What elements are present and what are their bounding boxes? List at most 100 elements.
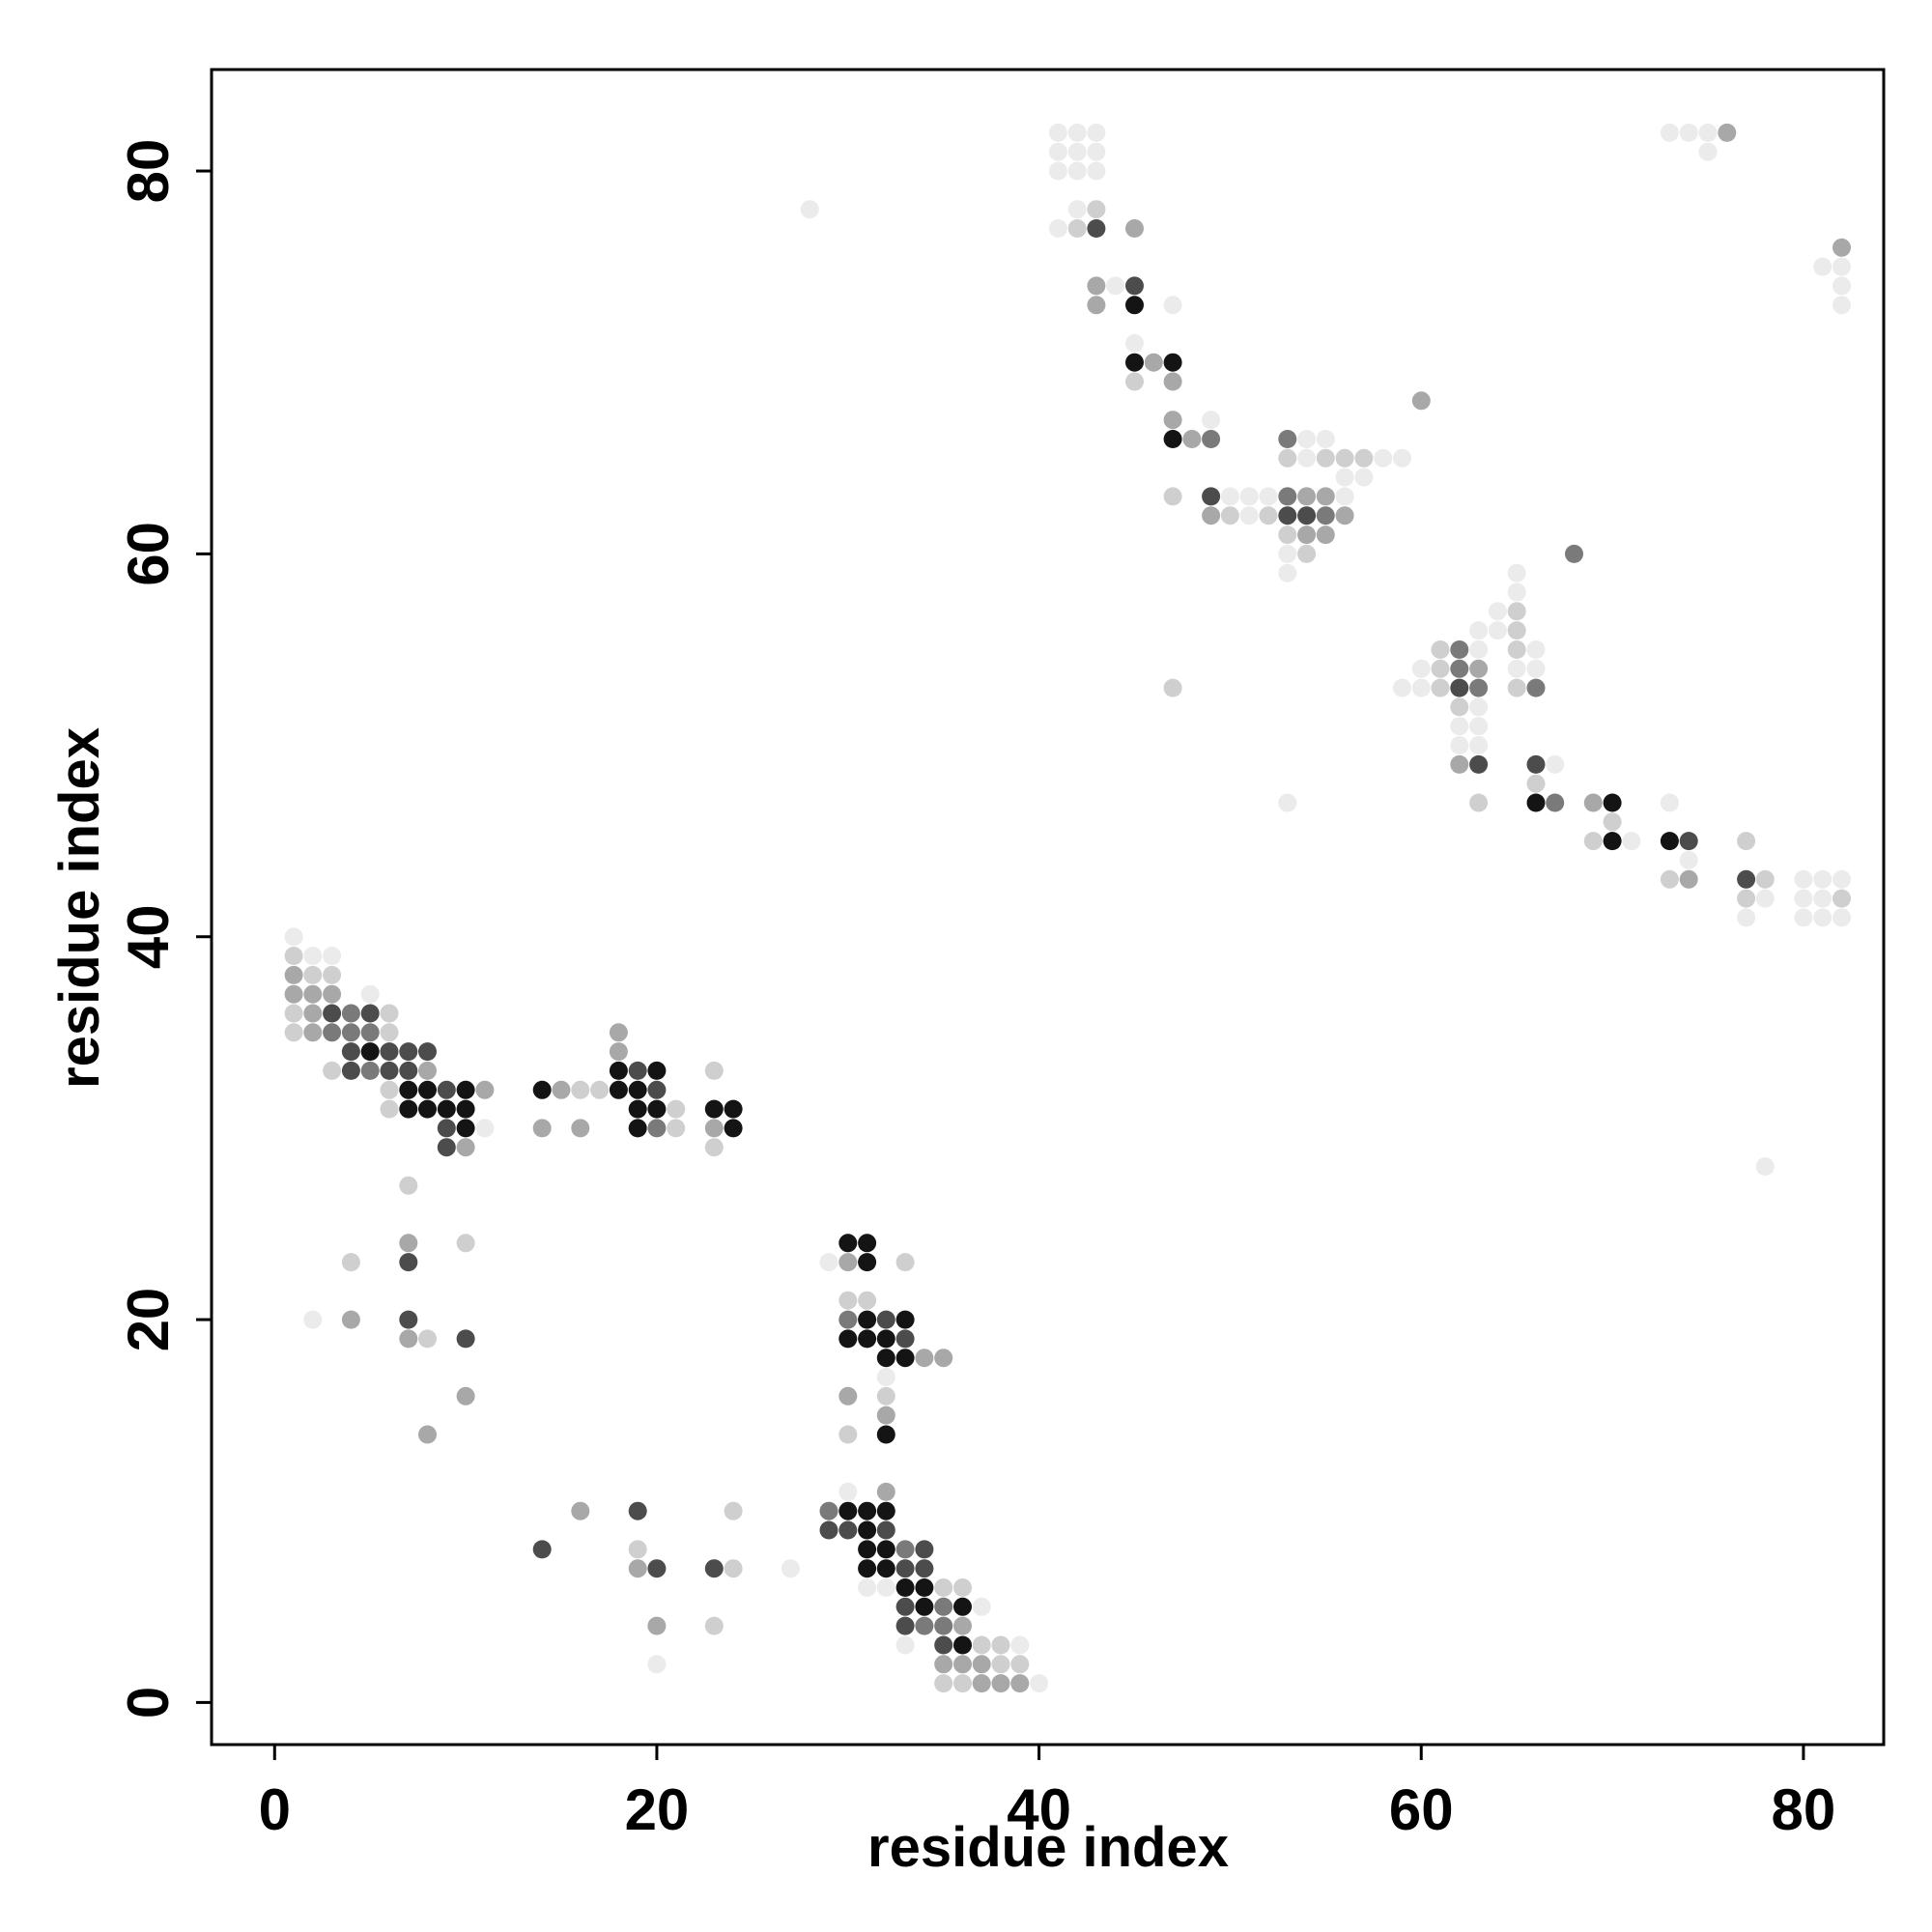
contact-point <box>1507 659 1526 678</box>
contact-point <box>915 1597 934 1616</box>
contact-point <box>418 1042 437 1062</box>
contact-point <box>1833 276 1851 296</box>
contact-point <box>1698 123 1718 142</box>
contact-point <box>1603 812 1622 832</box>
contact-point <box>341 1061 360 1080</box>
contact-point <box>628 1559 647 1578</box>
contact-point <box>323 947 342 965</box>
contact-point <box>895 1616 915 1635</box>
contact-point <box>1431 659 1450 678</box>
contact-point <box>323 1061 342 1080</box>
contact-point <box>1833 869 1851 889</box>
contact-point <box>1278 793 1297 812</box>
contact-point <box>1316 506 1335 526</box>
contact-point <box>1239 487 1259 506</box>
contact-point <box>360 1042 380 1062</box>
contact-point <box>628 1119 647 1138</box>
contact-point <box>1660 793 1679 812</box>
contact-point <box>1125 276 1144 296</box>
contact-point <box>456 1234 475 1253</box>
x-tick-label: 20 <box>625 1777 690 1842</box>
contact-point <box>323 984 342 1004</box>
y-tick-label: 40 <box>116 904 181 969</box>
contact-point <box>647 1559 667 1578</box>
contact-point <box>399 1329 418 1349</box>
contact-point <box>1450 717 1469 736</box>
x-tick-label: 0 <box>259 1777 291 1842</box>
contact-point <box>1450 754 1469 774</box>
contact-point <box>360 1061 380 1080</box>
contact-point <box>1507 602 1526 621</box>
contact-point <box>1087 276 1106 296</box>
contact-point <box>1794 869 1813 889</box>
contact-point <box>1507 640 1526 659</box>
contact-point <box>1833 257 1851 276</box>
contact-point <box>1239 506 1259 526</box>
contact-point <box>1182 430 1202 448</box>
contact-point <box>1393 448 1411 468</box>
contact-point <box>1469 717 1489 736</box>
contact-point <box>1450 659 1469 678</box>
contact-point <box>1087 219 1106 238</box>
contact-point <box>1526 659 1546 678</box>
contact-point <box>341 1023 360 1042</box>
contact-point <box>1297 448 1317 468</box>
contact-point <box>1297 544 1317 563</box>
contact-point <box>1488 602 1507 621</box>
contact-point <box>1048 161 1067 181</box>
contact-point <box>1163 430 1182 448</box>
contact-point <box>341 1310 360 1329</box>
contact-point <box>1202 506 1221 526</box>
contact-point <box>895 1578 915 1597</box>
contact-point <box>609 1061 628 1080</box>
contact-point <box>876 1425 895 1444</box>
contact-point <box>437 1119 456 1138</box>
contact-point <box>1755 1157 1775 1176</box>
contact-point <box>1259 487 1278 506</box>
contact-point <box>341 1253 360 1272</box>
contact-point <box>284 947 303 965</box>
contact-point <box>1316 448 1335 468</box>
contact-point <box>800 200 819 219</box>
contact-point <box>895 1310 915 1329</box>
contact-point <box>838 1501 858 1520</box>
contact-point <box>667 1119 686 1138</box>
contact-point <box>1469 793 1489 812</box>
contact-point <box>1660 869 1679 889</box>
contact-point <box>1125 353 1144 372</box>
contact-point <box>399 1080 418 1099</box>
contact-point <box>972 1635 991 1655</box>
contact-point <box>1297 487 1317 506</box>
contact-point <box>1794 889 1813 908</box>
contact-point <box>1048 123 1067 142</box>
contact-point <box>915 1616 934 1635</box>
contact-point <box>1813 869 1833 889</box>
contact-point <box>609 1080 628 1099</box>
contact-point <box>1144 353 1163 372</box>
contact-point <box>953 1597 972 1616</box>
contact-point <box>858 1540 877 1559</box>
contact-point <box>819 1501 838 1520</box>
contact-point <box>1316 487 1335 506</box>
contact-point <box>858 1501 877 1520</box>
contact-point <box>934 1578 953 1597</box>
contact-point <box>838 1291 858 1310</box>
contact-point <box>838 1386 858 1406</box>
contact-point <box>1469 736 1489 754</box>
contact-point <box>303 984 323 1004</box>
y-tick-label: 60 <box>116 522 181 586</box>
contact-point <box>360 1023 380 1042</box>
contact-point <box>571 1501 590 1520</box>
contact-point <box>1010 1635 1030 1655</box>
contact-point <box>838 1310 858 1329</box>
contact-point <box>858 1329 877 1349</box>
contact-point <box>1622 832 1641 851</box>
contact-point <box>934 1616 953 1635</box>
contact-point <box>915 1578 934 1597</box>
contact-point <box>1833 889 1851 908</box>
contact-point <box>1067 123 1087 142</box>
contact-point <box>876 1482 895 1501</box>
contact-point <box>704 1138 724 1157</box>
contact-point <box>456 1138 475 1157</box>
contact-point <box>647 1655 667 1674</box>
